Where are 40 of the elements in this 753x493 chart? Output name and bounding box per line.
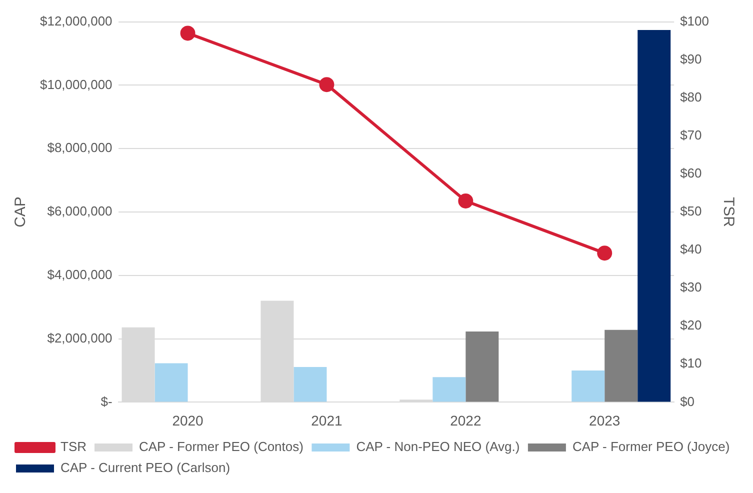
y2-tick-label: $20 xyxy=(680,318,702,333)
y2-tick-label: $60 xyxy=(680,166,702,181)
legend-label: CAP - Current PEO (Carlson) xyxy=(60,460,230,476)
x-tick-label: 2020 xyxy=(172,412,204,428)
y2-axis-title: TSR xyxy=(720,197,737,228)
point xyxy=(597,246,612,261)
y2-tick-label: $70 xyxy=(680,128,702,142)
bar xyxy=(638,30,671,402)
point xyxy=(319,77,334,92)
y2-tick-label: $80 xyxy=(680,89,702,104)
bar xyxy=(604,330,638,402)
bar xyxy=(432,377,466,402)
y-tick-label: $12,000,000 xyxy=(40,13,112,28)
y-tick-label: $4,000,000 xyxy=(47,266,112,282)
legend-label: CAP - Former PEO (Contos) xyxy=(139,439,304,454)
y2-tick-label: $40 xyxy=(680,242,702,257)
x-tick-label: 2023 xyxy=(589,412,620,428)
y2-tick-label: $30 xyxy=(680,280,702,295)
y-tick-label: $- xyxy=(100,394,112,409)
y2-tick-label: $0 xyxy=(680,394,695,409)
legend-label: TSR xyxy=(60,439,86,454)
x-tick-label: 2022 xyxy=(450,412,482,428)
y-axis-title: CAP xyxy=(12,196,30,228)
bar xyxy=(154,363,188,402)
bar xyxy=(572,370,605,402)
y2-tick-label: $90 xyxy=(680,51,702,66)
x-tick-label: 2021 xyxy=(311,412,342,428)
legend-label: CAP - Former PEO (Joyce) xyxy=(572,439,730,454)
y2-tick-label: $50 xyxy=(680,204,702,219)
y-tick-label: $10,000,000 xyxy=(40,76,112,92)
legend-label: CAP - Non-PEO NEO (Avg.) xyxy=(356,439,520,454)
y-tick-label: $2,000,000 xyxy=(47,330,112,346)
y-tick-label: $6,000,000 xyxy=(47,204,112,219)
bar xyxy=(466,332,499,402)
y-tick-label: $8,000,000 xyxy=(47,140,112,156)
y2-tick-label: $100 xyxy=(680,13,709,28)
point xyxy=(180,26,196,41)
y2-tick-label: $10 xyxy=(680,356,702,371)
bar xyxy=(294,367,327,402)
point xyxy=(458,193,474,208)
